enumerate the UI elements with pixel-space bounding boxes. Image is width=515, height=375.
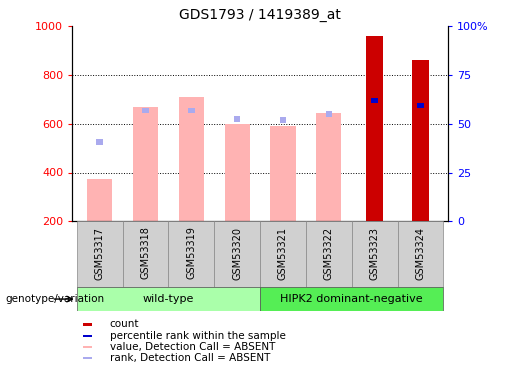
Title: GDS1793 / 1419389_at: GDS1793 / 1419389_at bbox=[179, 9, 341, 22]
Bar bbox=[142, 108, 149, 113]
Bar bbox=[133, 106, 158, 221]
Text: GSM53320: GSM53320 bbox=[232, 226, 242, 279]
Bar bbox=[83, 323, 92, 326]
Bar bbox=[417, 103, 424, 108]
Bar bbox=[214, 221, 260, 287]
Bar bbox=[371, 98, 378, 103]
Text: percentile rank within the sample: percentile rank within the sample bbox=[110, 331, 286, 340]
Text: wild-type: wild-type bbox=[143, 294, 194, 304]
Bar bbox=[83, 346, 92, 348]
Text: GSM53321: GSM53321 bbox=[278, 226, 288, 279]
Text: genotype/variation: genotype/variation bbox=[5, 294, 104, 304]
Bar bbox=[367, 36, 383, 221]
Text: GSM53318: GSM53318 bbox=[141, 226, 150, 279]
Bar bbox=[316, 113, 341, 221]
Bar bbox=[306, 221, 352, 287]
Bar bbox=[96, 140, 103, 145]
Bar bbox=[83, 334, 92, 337]
Bar bbox=[270, 126, 296, 221]
Bar bbox=[413, 60, 428, 221]
Text: GSM53324: GSM53324 bbox=[416, 226, 425, 279]
Bar bbox=[225, 124, 250, 221]
Bar bbox=[234, 116, 241, 122]
Bar bbox=[260, 221, 306, 287]
Bar bbox=[168, 221, 214, 287]
Bar bbox=[352, 221, 398, 287]
Text: count: count bbox=[110, 320, 139, 329]
Bar bbox=[83, 357, 92, 359]
Bar bbox=[188, 108, 195, 113]
Bar bbox=[280, 117, 286, 123]
Bar bbox=[77, 221, 123, 287]
Bar bbox=[123, 221, 168, 287]
Bar bbox=[77, 287, 260, 311]
Bar bbox=[179, 97, 204, 221]
Bar bbox=[325, 111, 332, 117]
Text: value, Detection Call = ABSENT: value, Detection Call = ABSENT bbox=[110, 342, 275, 352]
Text: rank, Detection Call = ABSENT: rank, Detection Call = ABSENT bbox=[110, 353, 270, 363]
Bar bbox=[398, 221, 443, 287]
Text: GSM53323: GSM53323 bbox=[370, 226, 380, 279]
Text: GSM53322: GSM53322 bbox=[324, 226, 334, 280]
Bar bbox=[87, 178, 112, 221]
Text: HIPK2 dominant-negative: HIPK2 dominant-negative bbox=[281, 294, 423, 304]
Text: GSM53319: GSM53319 bbox=[186, 226, 196, 279]
Bar bbox=[260, 287, 443, 311]
Text: GSM53317: GSM53317 bbox=[95, 226, 105, 279]
